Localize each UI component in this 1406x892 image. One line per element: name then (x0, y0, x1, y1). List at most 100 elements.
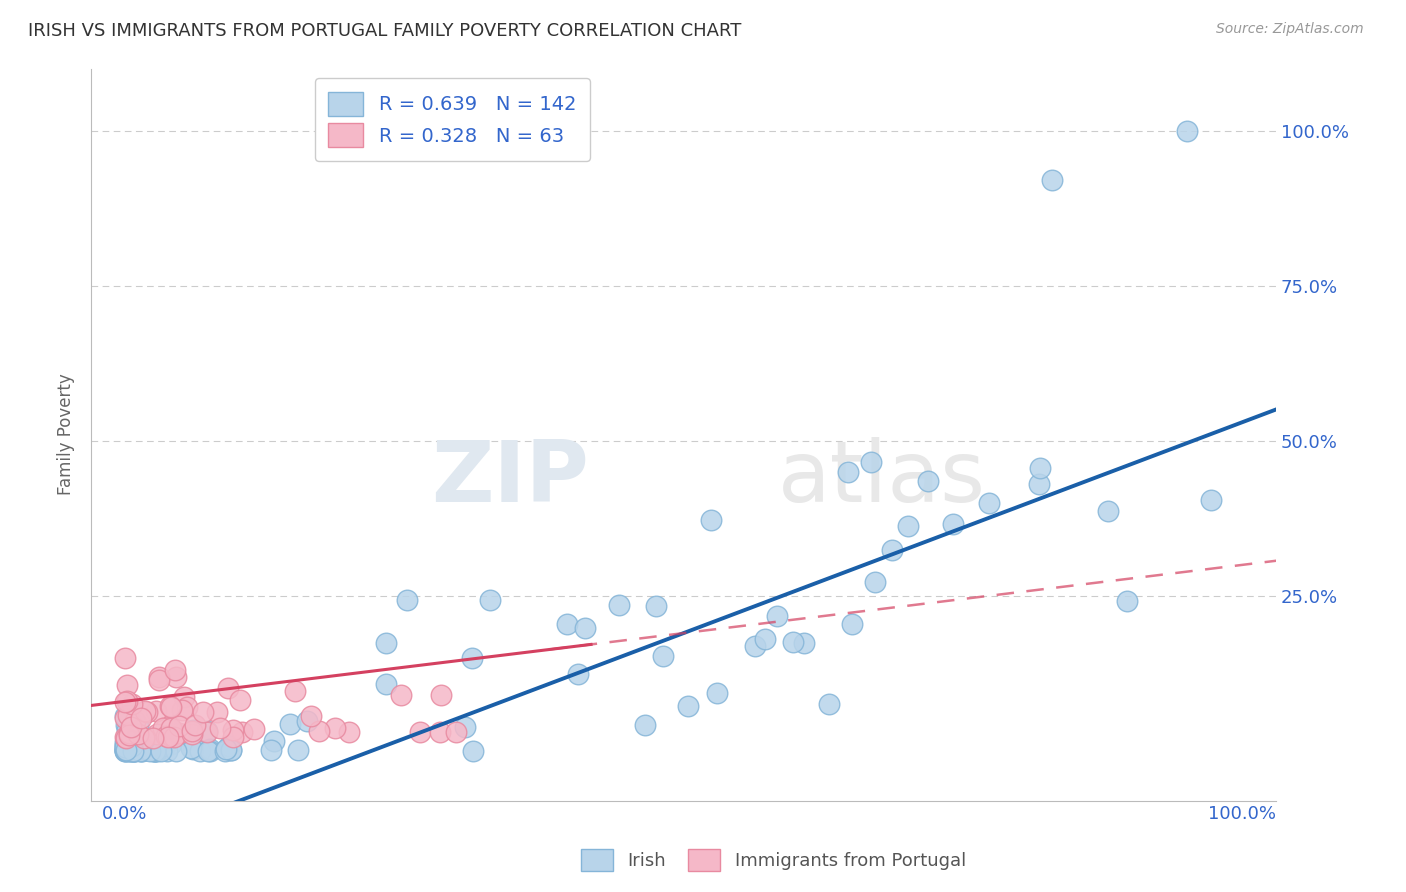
Point (122, 733, 145, 747)
Point (150, 735, 173, 749)
Point (263, 733, 285, 747)
Point (148, 673, 170, 687)
Point (118, 742, 141, 756)
Point (1028, 460, 1050, 475)
Point (454, 720, 477, 734)
Point (129, 744, 152, 758)
Point (117, 727, 139, 741)
Point (173, 690, 195, 705)
Point (117, 727, 139, 741)
Point (197, 744, 219, 758)
Point (120, 720, 142, 734)
Point (231, 724, 253, 739)
Point (114, 711, 136, 725)
Point (1042, 173, 1064, 187)
Point (198, 742, 221, 756)
Point (155, 730, 177, 744)
Point (136, 733, 159, 747)
Point (555, 616, 578, 631)
Point (134, 704, 156, 718)
Point (222, 723, 245, 737)
Point (461, 744, 484, 758)
Point (1028, 477, 1050, 491)
Point (145, 743, 167, 757)
Point (148, 670, 170, 684)
Point (793, 636, 815, 650)
Point (118, 741, 141, 756)
Point (882, 543, 904, 558)
Point (122, 744, 145, 758)
Point (114, 743, 136, 757)
Point (118, 744, 141, 758)
Point (121, 741, 143, 756)
Point (644, 599, 666, 613)
Point (121, 698, 143, 712)
Point (135, 742, 157, 756)
Text: IRISH VS IMMIGRANTS FROM PORTUGAL FAMILY POVERTY CORRELATION CHART: IRISH VS IMMIGRANTS FROM PORTUGAL FAMILY… (28, 22, 741, 40)
Point (124, 714, 146, 729)
Legend: R = 0.639   N = 142, R = 0.328   N = 63: R = 0.639 N = 142, R = 0.328 N = 63 (315, 78, 591, 161)
Point (138, 741, 160, 756)
Point (114, 742, 136, 756)
Point (323, 721, 346, 735)
Point (115, 741, 138, 756)
Point (181, 723, 204, 737)
Point (114, 739, 136, 753)
Point (837, 465, 859, 479)
Point (136, 743, 159, 757)
Point (860, 455, 883, 469)
Text: ZIP: ZIP (432, 437, 589, 520)
Point (115, 694, 138, 708)
Point (217, 681, 239, 695)
Point (188, 744, 211, 758)
Point (159, 737, 181, 751)
Point (114, 733, 136, 747)
Point (114, 735, 136, 749)
Point (444, 725, 467, 739)
Point (146, 744, 169, 758)
Point (114, 695, 136, 709)
Point (129, 739, 152, 753)
Point (114, 741, 136, 756)
Point (124, 743, 146, 757)
Point (1199, 492, 1222, 507)
Point (115, 677, 138, 691)
Point (114, 743, 136, 757)
Point (114, 743, 136, 757)
Point (159, 722, 181, 736)
Point (121, 743, 143, 757)
Point (120, 744, 142, 758)
Point (115, 731, 138, 745)
Point (218, 739, 240, 754)
Point (260, 743, 283, 757)
Point (181, 727, 204, 741)
Point (159, 723, 181, 737)
Point (214, 744, 236, 758)
Point (242, 723, 264, 737)
Point (184, 718, 207, 732)
Point (337, 725, 360, 739)
Point (114, 740, 136, 755)
Point (127, 727, 149, 741)
Point (118, 726, 141, 740)
Point (567, 666, 589, 681)
Point (129, 744, 152, 758)
Point (228, 693, 250, 707)
Point (297, 714, 319, 729)
Point (152, 722, 174, 736)
Point (127, 730, 149, 744)
Point (165, 663, 187, 677)
Point (114, 730, 136, 744)
Point (278, 716, 301, 731)
Point (430, 688, 453, 702)
Point (209, 722, 232, 736)
Point (150, 739, 173, 753)
Point (754, 632, 776, 646)
Point (219, 743, 242, 757)
Point (167, 726, 190, 740)
Point (706, 686, 728, 700)
Point (115, 743, 138, 757)
Point (129, 711, 152, 725)
Point (221, 743, 243, 757)
Point (215, 742, 238, 756)
